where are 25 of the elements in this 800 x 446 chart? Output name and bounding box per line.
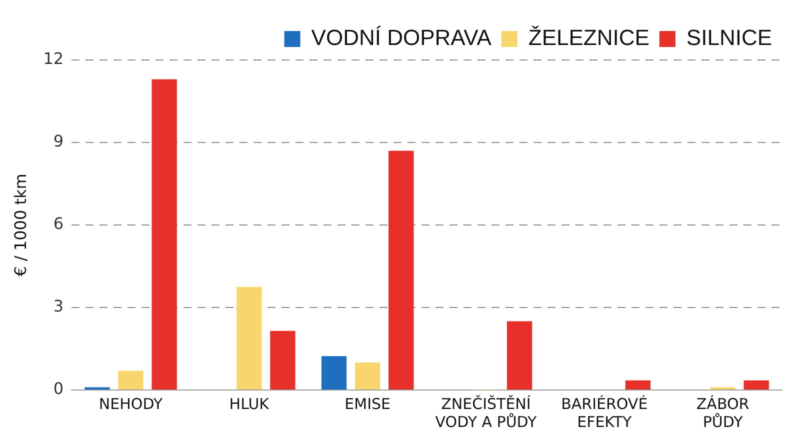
x-tick-label: ZNEČIŠTĚNÍ VODY A PŮDY — [435, 394, 538, 431]
legend-label: ŽELEZNICE — [528, 25, 650, 50]
legend-label: VODNÍ DOPRAVA — [311, 25, 492, 50]
x-tick-label: ZÁBOR PŮDY — [696, 394, 750, 431]
bar — [152, 79, 177, 390]
bar — [625, 380, 651, 390]
legend-label: SILNICE — [686, 25, 772, 50]
bar — [354, 362, 380, 390]
y-tick-label: 12 — [43, 49, 64, 68]
bar — [270, 330, 296, 390]
bar — [321, 356, 347, 390]
y-tick-label: 6 — [53, 214, 64, 234]
bar — [236, 286, 262, 390]
y-tick-label: 0 — [53, 379, 64, 398]
bar — [506, 321, 532, 390]
x-tick-label: EMISE — [344, 394, 390, 413]
y-axis-title: € / 1000 tkm — [10, 174, 30, 276]
x-tick-label: HLUK — [229, 394, 270, 413]
bar — [118, 370, 144, 390]
y-tick-label: 9 — [53, 132, 64, 151]
bar — [744, 380, 769, 390]
x-tick-label: BARIÉROVÉ EFEKTY — [561, 394, 648, 431]
bar — [388, 150, 414, 390]
x-tick-label: NEHODY — [98, 394, 164, 413]
y-tick-label: 3 — [53, 296, 64, 316]
